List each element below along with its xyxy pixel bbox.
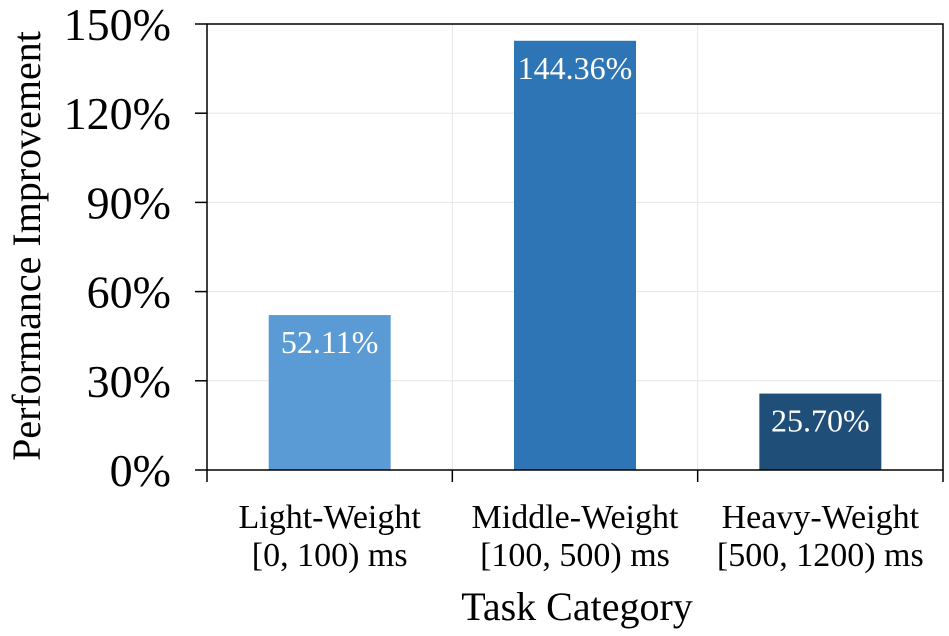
y-tick-label-2: 60%: [87, 267, 171, 318]
x-tick-label-0-line-1: [0, 100) ms: [252, 537, 408, 574]
bar-value-label-0: 52.11%: [281, 324, 378, 360]
bar-value-label-1: 144.36%: [518, 50, 633, 86]
y-tick-label-4: 120%: [64, 88, 171, 139]
y-axis-label: Performance Improvement: [4, 31, 49, 461]
bar-2: [759, 393, 882, 470]
plot-frame: [206, 23, 944, 471]
x-tick-label-1-line-1: [100, 500) ms: [480, 537, 670, 574]
bar-0: [268, 315, 391, 470]
y-tick-label-0: 0%: [110, 445, 171, 496]
value-labels: 52.11% 144.36% 25.70%: [281, 50, 870, 439]
y-tick-label-1: 30%: [87, 356, 171, 407]
x-axis-label: Task Category: [461, 584, 693, 629]
y-tick-label-3: 90%: [87, 177, 171, 228]
x-axis-ticks: Light-Weight[0, 100) ms Middle-Weight[100…: [206, 470, 944, 574]
x-tick-label-0-line-0: Light-Weight: [238, 499, 421, 536]
y-tick-label-5: 150%: [64, 0, 171, 50]
x-tick-label-2-line-0: Heavy-Weight: [722, 499, 920, 536]
y-axis-ticks: 0% 30% 60% 90% 120% 150%: [64, 0, 207, 496]
bar-value-label-2: 25.70%: [771, 403, 870, 439]
x-tick-label-2-line-1: [500, 1200) ms: [717, 537, 924, 574]
bar-1: [514, 40, 636, 471]
bars: [268, 40, 882, 471]
x-tick-label-1-line-0: Middle-Weight: [472, 499, 679, 536]
